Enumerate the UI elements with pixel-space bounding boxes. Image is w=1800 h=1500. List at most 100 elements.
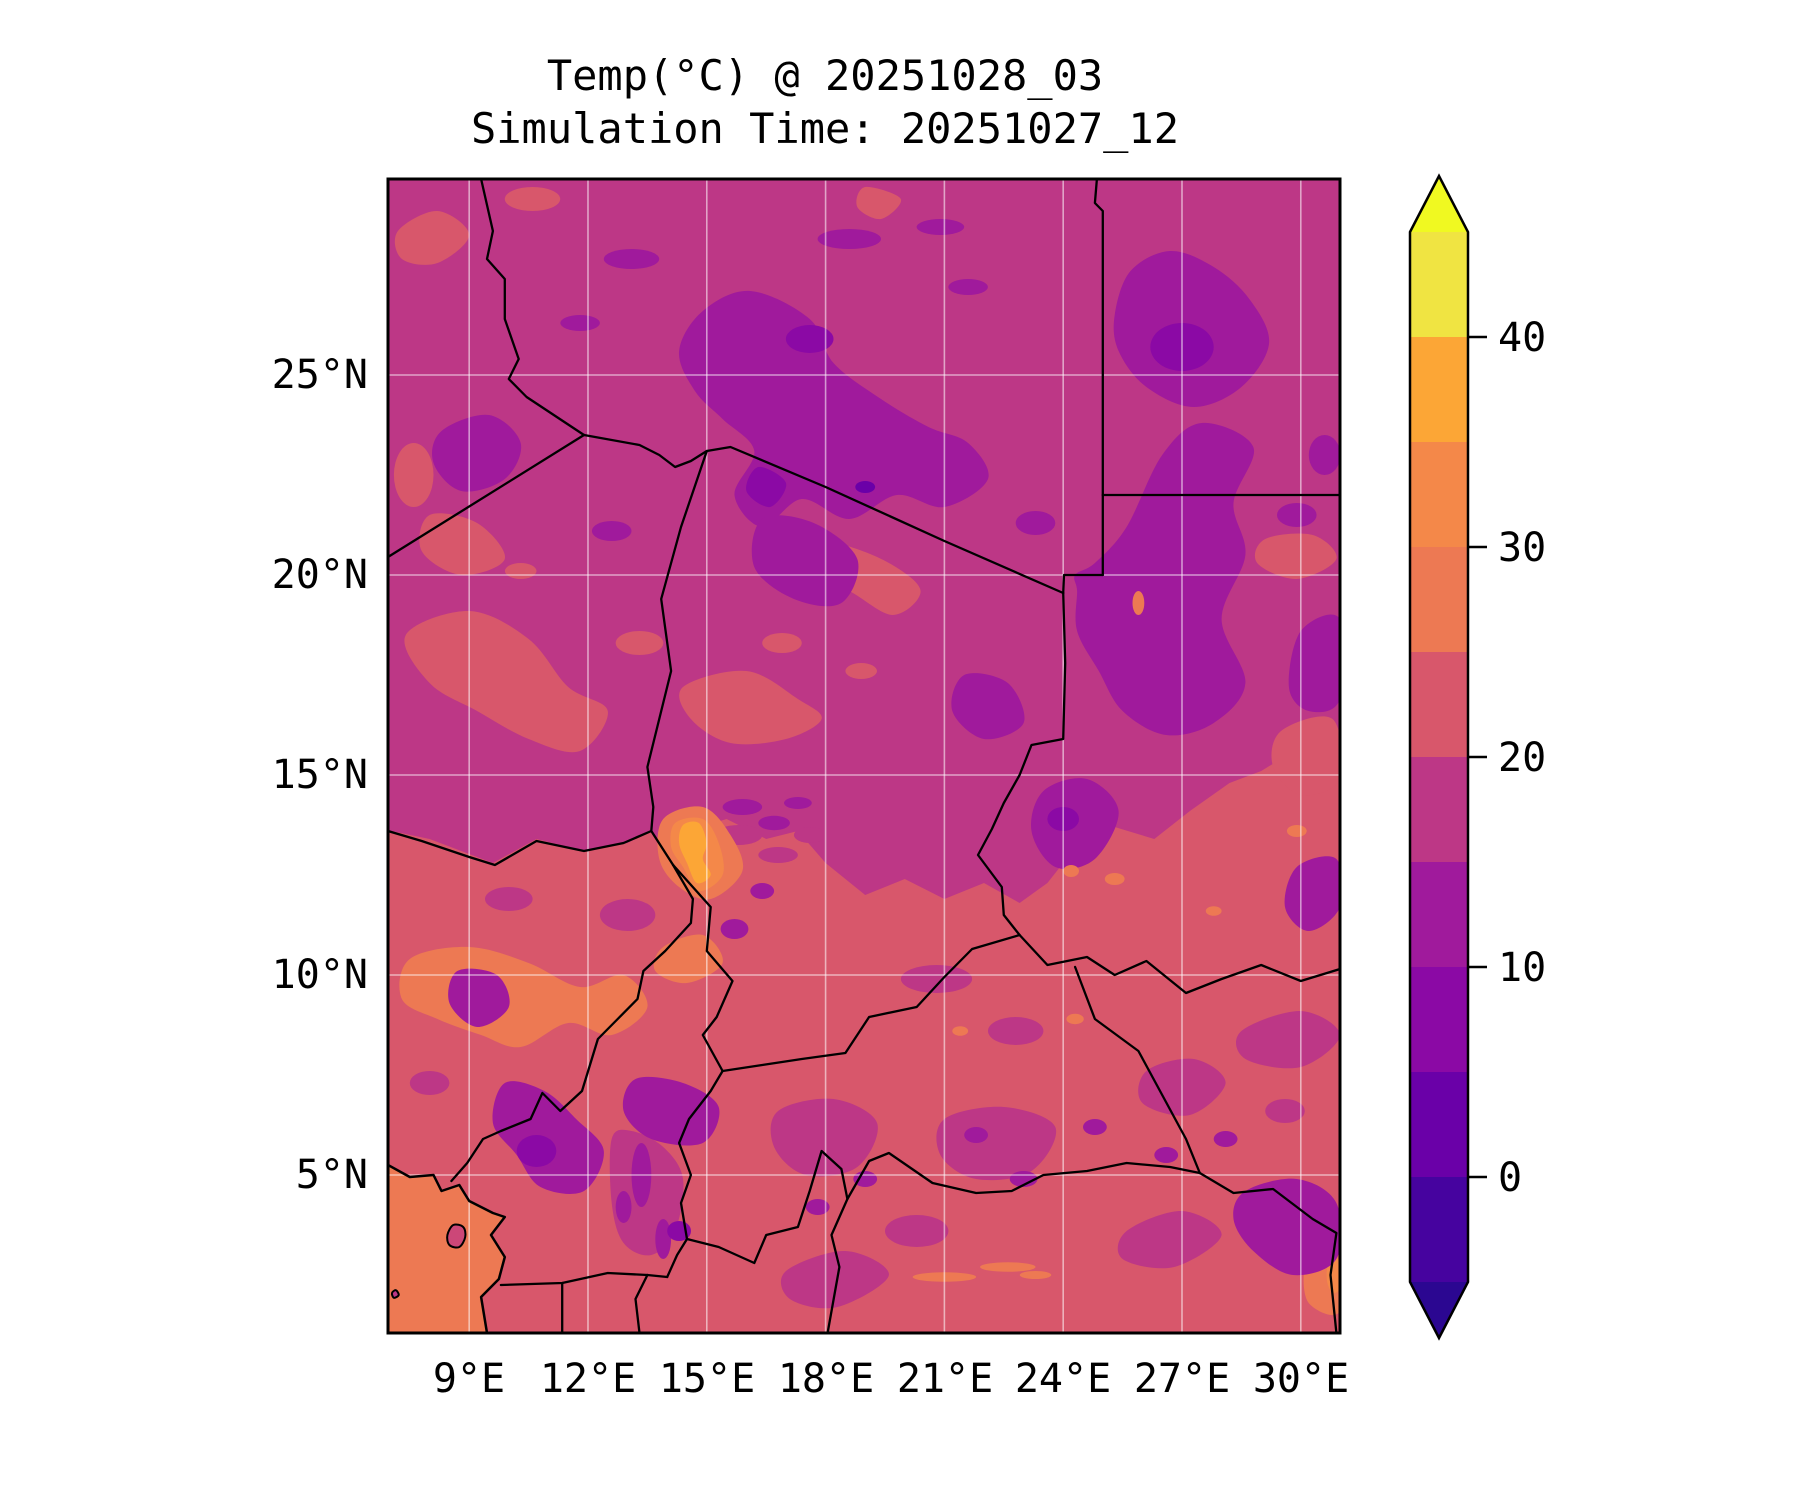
colorbar-band (1410, 442, 1468, 548)
cb-tick-40: 40 (1498, 315, 1546, 361)
temp-patch (1117, 1210, 1222, 1269)
plot-title: Temp(°C) @ 20251028_03 (547, 51, 1103, 100)
colorbar-band (1410, 967, 1468, 1073)
temp-patch (1132, 591, 1145, 615)
country-border (685, 1149, 1201, 1265)
temp-patch (1154, 1147, 1179, 1163)
x-tick-12E: 12°E (540, 1356, 636, 1402)
colorbar-bands (1410, 176, 1468, 1338)
temp-patch (1284, 856, 1340, 931)
temp-patch (448, 968, 510, 1028)
temp-patch (516, 1135, 557, 1167)
country-border (721, 933, 1021, 1073)
temp-patch (504, 563, 537, 579)
y-tick-10N: 10°N (272, 952, 368, 998)
x-tick-18E: 18°E (778, 1356, 874, 1402)
colorbar-tickmarks (1468, 335, 1487, 1179)
country-border (671, 863, 734, 1073)
colorbar-under-arrow (1410, 1282, 1468, 1338)
temp-patch (885, 1215, 949, 1247)
country-border (1093, 179, 1104, 497)
temp-patch (855, 481, 876, 493)
x-tick-15E: 15°E (659, 1356, 755, 1402)
temp-patch (964, 1127, 988, 1143)
colorbar-outline (1408, 173, 1470, 1341)
map-frame (386, 177, 1342, 1335)
x-tick-27E: 27°E (1134, 1356, 1230, 1402)
temp-patch (409, 1071, 450, 1095)
temp-patch (1235, 1010, 1340, 1069)
country-border (388, 433, 586, 559)
country-border (650, 829, 675, 867)
temp-patch (1277, 503, 1317, 527)
country-border (826, 1197, 849, 1333)
temp-patch (492, 1081, 604, 1194)
country-border (646, 449, 708, 833)
country-border (976, 591, 1067, 937)
temp-patch (1265, 1099, 1305, 1123)
map-area (388, 179, 1340, 1333)
country-border (666, 1069, 724, 1279)
colorbar: 40 30 20 10 0 (1408, 173, 1546, 1341)
y-tick-25N: 25°N (272, 352, 368, 398)
temp-patch (1213, 1131, 1238, 1147)
temp-patch (750, 883, 775, 899)
temp-patch (404, 610, 608, 753)
temp-patch (679, 670, 822, 745)
temp-patch (980, 1262, 1036, 1272)
temp-patch (856, 186, 902, 220)
colorbar-band (1410, 337, 1468, 443)
temp-patch (1254, 533, 1337, 580)
temp-patch (793, 827, 826, 843)
country-borders (388, 179, 1340, 1333)
temp-patch (591, 521, 632, 541)
x-tick-21E: 21°E (897, 1356, 993, 1402)
country-border (1073, 965, 1201, 1175)
colorbar-band (1410, 1072, 1468, 1178)
cb-tick-30: 30 (1498, 525, 1546, 571)
temp-patch (622, 1076, 720, 1146)
temp-patch (758, 847, 798, 863)
gridlines (388, 179, 1340, 1333)
country-border (705, 445, 1065, 595)
country-border (582, 433, 708, 469)
temp-patch (916, 219, 965, 235)
temp-patch (1308, 435, 1340, 475)
colorbar-band (1410, 1177, 1468, 1283)
temp-patch (780, 1250, 889, 1309)
plot-subtitle: Simulation Time: 20251027_12 (471, 104, 1179, 153)
temp-patch (817, 229, 881, 249)
temp-patch (746, 466, 787, 508)
temp-patch (751, 515, 859, 607)
temp-patch (678, 821, 711, 884)
temp-patch (900, 965, 973, 993)
temp-patch (615, 1191, 632, 1223)
temp-patch (504, 187, 561, 211)
colorbar-band (1410, 862, 1468, 968)
country-border (634, 1273, 649, 1333)
temp-patch (720, 919, 749, 939)
temp-patch (951, 673, 1025, 740)
cb-tick-0: 0 (1498, 1155, 1522, 1201)
temp-patch (599, 899, 656, 931)
country-border (1198, 1171, 1338, 1333)
temp-patch (845, 663, 877, 679)
cb-tick-10: 10 (1498, 945, 1546, 991)
temp-patch (722, 799, 763, 815)
temp-patch (758, 815, 790, 831)
temp-patch (653, 934, 723, 984)
x-tick-30E: 30°E (1253, 1356, 1349, 1402)
temp-patch (770, 1098, 878, 1177)
temp-patch (603, 249, 660, 269)
x-tick-24E: 24°E (1015, 1356, 1111, 1402)
temp-patch (1015, 511, 1056, 535)
temp-patch (988, 1017, 1044, 1045)
temp-patch (393, 443, 434, 507)
coastline (388, 1163, 507, 1333)
island-bioko (446, 1223, 467, 1249)
temp-patch (785, 325, 834, 353)
temp-patch (419, 513, 506, 576)
temp-patch (615, 631, 664, 655)
temp-patch (1286, 825, 1307, 837)
colorbar-band (1410, 232, 1468, 338)
